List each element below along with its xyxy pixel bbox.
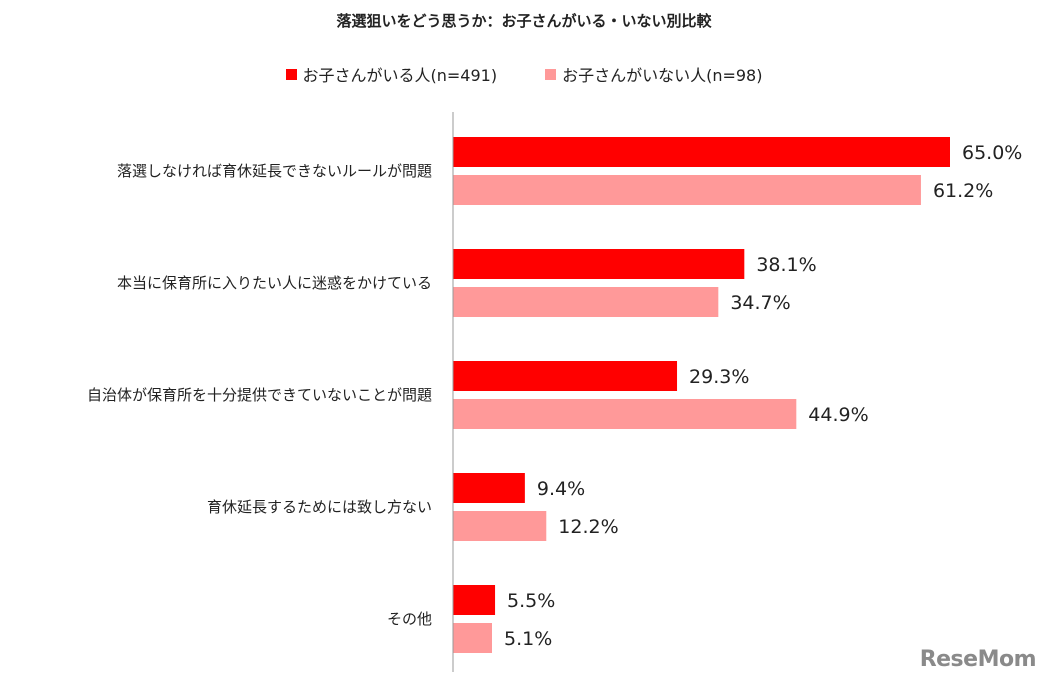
legend-swatch-with-children	[285, 68, 297, 80]
legend-entry-with-children: お子さんがいる人(n=491)	[285, 62, 498, 86]
bar-1-4	[453, 623, 492, 653]
bar-1-1	[453, 287, 719, 317]
category-label-1: 本当に保育所に入りたい人に迷惑をかけている	[117, 274, 432, 292]
legend-label-with-children: お子さんがいる人(n=491)	[302, 66, 498, 85]
category-label-3: 育休延長するためには致し方ない	[207, 498, 432, 516]
legend-label-without-children: お子さんがいない人(n=98)	[562, 66, 763, 85]
data-label-0-4: 5.5%	[507, 590, 555, 612]
data-label-0-0: 65.0%	[962, 142, 1022, 164]
data-label-1-3: 12.2%	[558, 516, 618, 538]
category-label-0: 落選しなければ育休延長できないルールが問題	[117, 162, 432, 180]
bar-0-2	[453, 361, 678, 391]
data-label-1-1: 34.7%	[730, 292, 790, 314]
data-label-0-1: 38.1%	[756, 254, 816, 276]
category-label-4: その他	[387, 610, 432, 628]
bar-0-4	[453, 585, 496, 615]
data-label-1-2: 44.9%	[808, 404, 868, 426]
data-label-0-2: 29.3%	[689, 366, 749, 388]
bar-1-2	[453, 399, 797, 429]
bar-1-3	[453, 511, 547, 541]
legend: お子さんがいる人(n=491) お子さんがいない人(n=98)	[0, 62, 1048, 86]
watermark-logo: ReseMom	[919, 647, 1037, 672]
bar-1-0	[453, 175, 921, 205]
data-label-0-3: 9.4%	[537, 478, 585, 500]
data-label-1-4: 5.1%	[504, 628, 552, 650]
data-label-1-0: 61.2%	[933, 180, 993, 202]
bar-0-1	[453, 249, 745, 279]
legend-entry-without-children: お子さんがいない人(n=98)	[545, 62, 762, 86]
category-label-2: 自治体が保育所を十分提供できていないことが問題	[87, 386, 432, 404]
chart-title: 落選狙いをどう思うか：お子さんがいる・いない別比較	[336, 12, 712, 30]
legend-swatch-without-children	[545, 68, 557, 80]
bar-0-0	[453, 137, 950, 167]
bar-0-3	[453, 473, 525, 503]
